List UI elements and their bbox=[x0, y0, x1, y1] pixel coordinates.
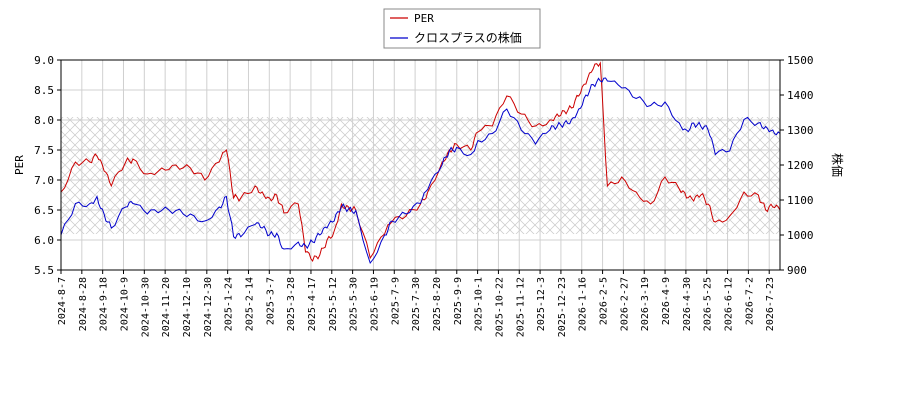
x-tick-label: 2024-8-28 bbox=[78, 277, 89, 331]
x-tick-label: 2026-2-27 bbox=[619, 277, 630, 331]
x-tick-label: 2026-6-12 bbox=[724, 277, 735, 331]
left-tick-label: 8.0 bbox=[34, 114, 54, 127]
legend-price-label: クロスプラスの株価 bbox=[414, 30, 522, 45]
legend-per-label: PER bbox=[414, 12, 434, 25]
left-tick-label: 9.0 bbox=[34, 54, 54, 67]
right-tick-label: 1400 bbox=[787, 89, 814, 102]
right-tick-label: 1100 bbox=[787, 194, 814, 207]
x-tick-label: 2026-2-5 bbox=[599, 277, 610, 325]
right-tick-label: 1300 bbox=[787, 124, 814, 137]
left-tick-label: 7.5 bbox=[34, 144, 54, 157]
legend-box bbox=[383, 8, 541, 49]
x-tick-label: 2026-7-2 bbox=[744, 277, 755, 325]
right-tick-label: 1000 bbox=[787, 229, 814, 242]
x-tick-label: 2025-8-20 bbox=[432, 277, 443, 331]
x-tick-label: 2026-7-23 bbox=[765, 277, 776, 331]
x-tick-label: 2026-1-16 bbox=[578, 277, 589, 331]
x-tick-label: 2025-10-1 bbox=[474, 277, 485, 331]
x-tick-label: 2025-4-17 bbox=[307, 277, 318, 331]
left-axis-label: PER bbox=[13, 155, 26, 175]
x-tick-label: 2024-10-9 bbox=[119, 277, 130, 331]
left-tick-label: 6.5 bbox=[34, 204, 54, 217]
x-tick-label: 2025-6-19 bbox=[369, 277, 380, 331]
x-tick-label: 2026-3-19 bbox=[640, 277, 651, 331]
x-tick-label: 2025-10-22 bbox=[494, 277, 505, 337]
x-tick-label: 2024-9-18 bbox=[99, 277, 110, 331]
x-tick-label: 2025-3-28 bbox=[286, 277, 297, 331]
left-tick-label: 5.5 bbox=[34, 264, 54, 277]
hatched-band bbox=[61, 117, 780, 234]
left-tick-label: 8.5 bbox=[34, 84, 54, 97]
right-tick-label: 1500 bbox=[787, 54, 814, 67]
x-tick-label: 2025-12-23 bbox=[557, 277, 568, 337]
x-tick-label: 2025-7-30 bbox=[411, 277, 422, 331]
x-tick-label: 2025-3-7 bbox=[265, 277, 276, 325]
x-tick-label: 2024-12-30 bbox=[203, 277, 214, 337]
x-tick-label: 2026-4-9 bbox=[661, 277, 672, 325]
x-tick-label: 2025-12-3 bbox=[536, 277, 547, 331]
x-tick-label: 2024-12-10 bbox=[182, 277, 193, 337]
x-tick-label: 2024-10-30 bbox=[140, 277, 151, 337]
right-tick-label: 900 bbox=[787, 264, 807, 277]
x-tick-label: 2026-4-30 bbox=[682, 277, 693, 331]
left-tick-label: 7.0 bbox=[34, 174, 54, 187]
hatched-band-area bbox=[61, 117, 780, 234]
x-tick-label: 2024-8-7 bbox=[57, 277, 68, 325]
x-tick-label: 2025-5-30 bbox=[349, 277, 360, 331]
x-tick-label: 2025-9-9 bbox=[453, 277, 464, 325]
x-tick-label: 2025-7-9 bbox=[390, 277, 401, 325]
grid bbox=[60, 59, 780, 271]
x-tick-label: 2025-11-12 bbox=[515, 277, 526, 337]
x-tick-label: 2024-11-20 bbox=[161, 277, 172, 337]
x-tick-label: 2025-5-12 bbox=[328, 277, 339, 331]
stock-price-line bbox=[61, 77, 780, 265]
axes: 5.5 6.0 6.5 7.0 7.5 8.0 8.5 9.0 900 1000 1100 1200 1… bbox=[34, 54, 813, 337]
x-tick-label: 2026-5-25 bbox=[703, 277, 714, 331]
left-tick-label: 6.0 bbox=[34, 234, 54, 247]
legend: PER クロスプラスの株価 bbox=[383, 8, 541, 49]
right-axis-label: 株価 bbox=[830, 153, 845, 177]
x-tick-label: 2025-2-14 bbox=[244, 277, 255, 331]
series-layer bbox=[61, 61, 780, 265]
x-tick-label: 2025-1-24 bbox=[224, 277, 235, 331]
right-tick-label: 1200 bbox=[787, 159, 814, 172]
